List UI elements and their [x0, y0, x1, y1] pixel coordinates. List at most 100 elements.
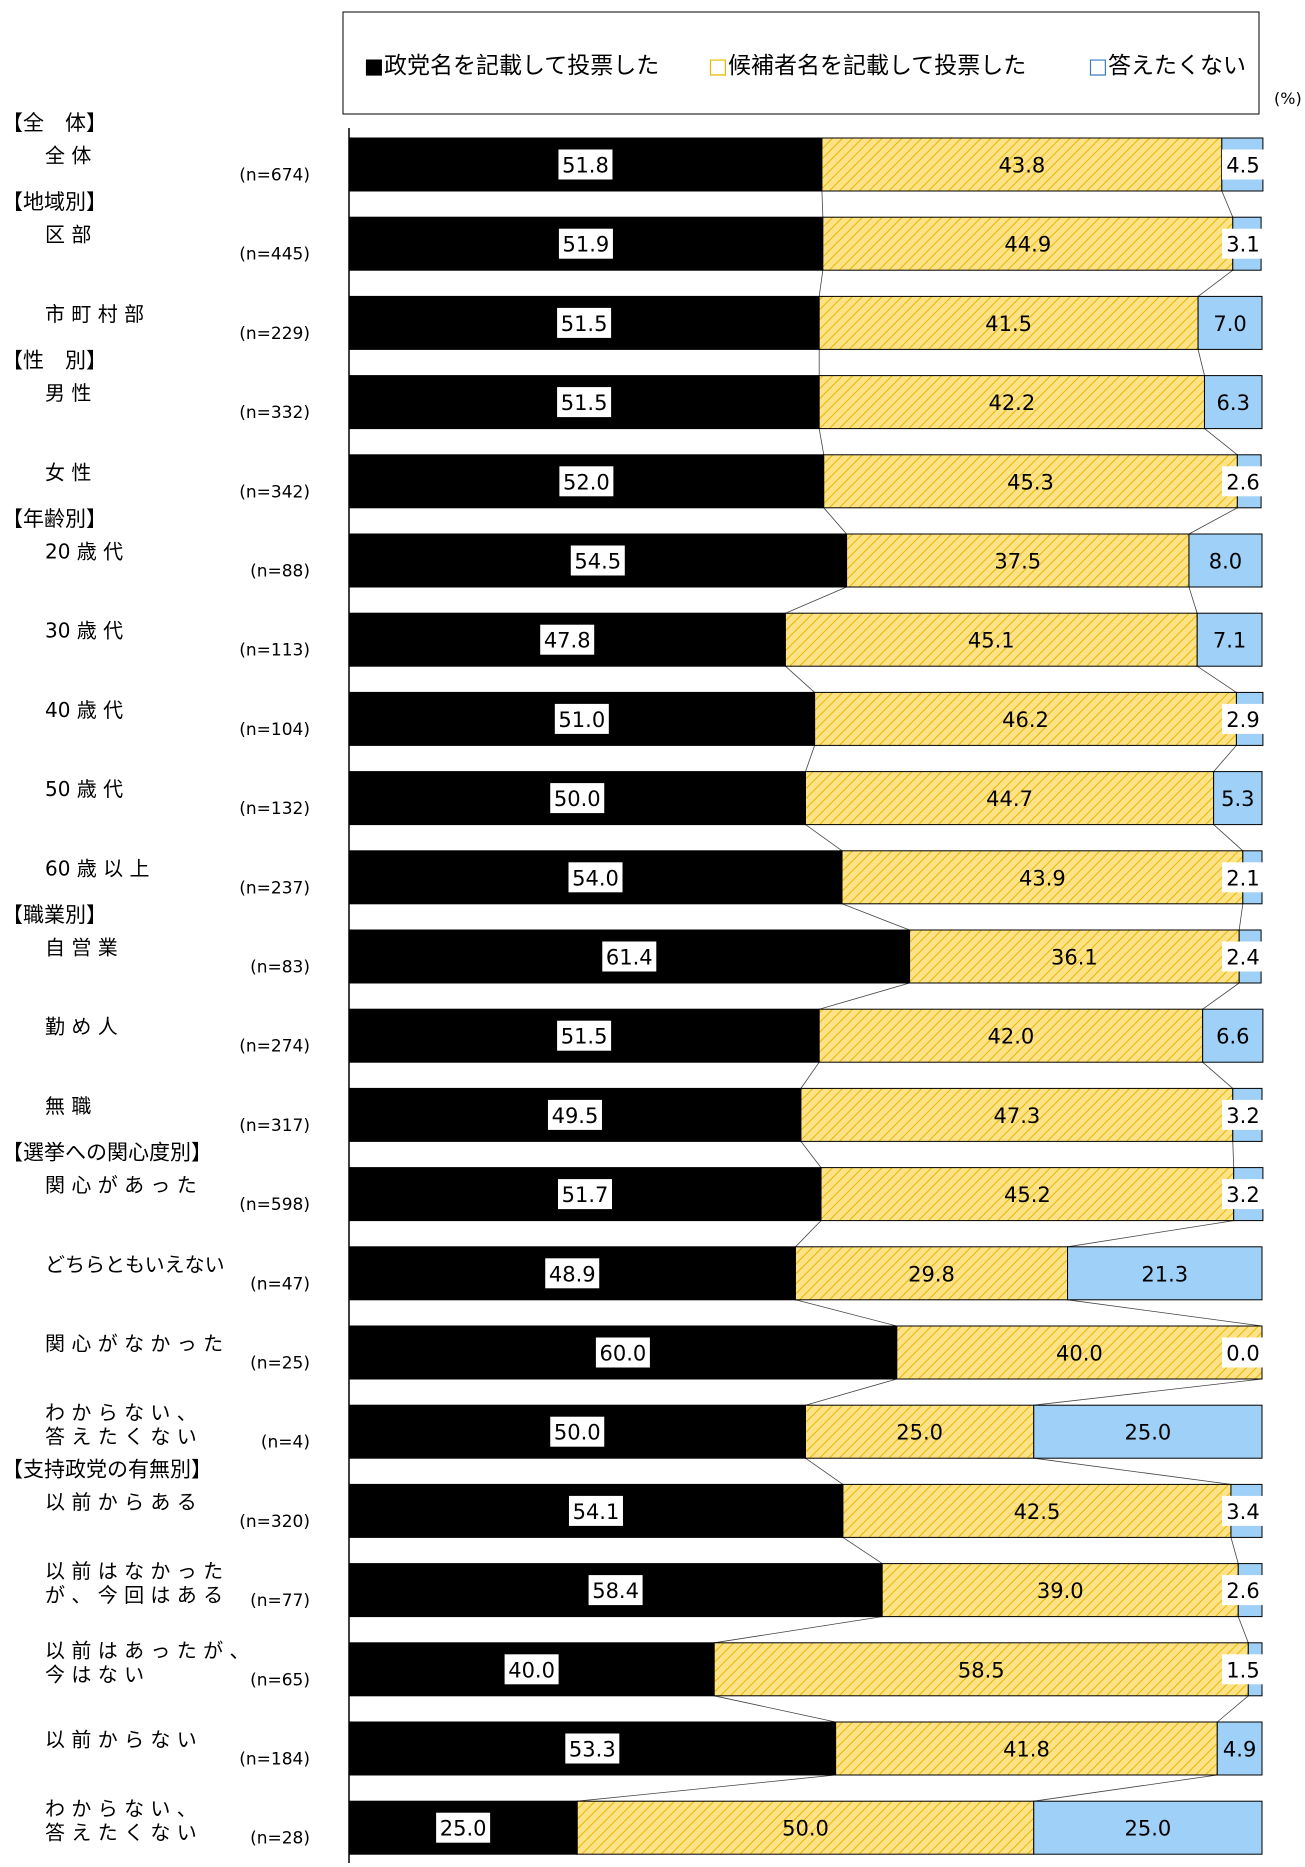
connector-3-0 [818, 428, 825, 455]
legend-label-candidate: 候補者名を記載して投票した [728, 53, 1026, 79]
connector-8-0 [805, 824, 843, 852]
data-label-9-1: 43.9 [1019, 866, 1066, 890]
data-label-box-13-0 [558, 1179, 613, 1210]
row-label-21-line-0: わ か ら な い 、 [45, 1797, 197, 1821]
data-label-11-1: 42.0 [988, 1025, 1035, 1049]
data-label-12-0: 49.5 [552, 1104, 599, 1128]
data-label-6-0: 47.8 [544, 629, 591, 653]
connector-10-0 [819, 982, 910, 1010]
row-label-19-line-0: 以 前 は あ っ た が 、 [45, 1638, 250, 1662]
connector-20-0 [577, 1774, 836, 1802]
data-label-13-1: 45.2 [1004, 1183, 1051, 1207]
data-label-7-0: 51.0 [558, 708, 605, 732]
row-label-12: 無 職 [45, 1094, 91, 1118]
bar-candidate-9 [841, 850, 1244, 905]
data-label-18-1: 39.0 [1037, 1579, 1084, 1603]
row-label-7: 40 歳 代 [45, 698, 123, 722]
row-n-0: (n=674) [239, 166, 310, 186]
connector-13-0 [795, 1220, 822, 1248]
connector-5-0 [785, 586, 847, 614]
connector-15-1 [1033, 1378, 1263, 1406]
data-label-box-0-0 [558, 149, 613, 180]
row-label-14: どちらともいえない [45, 1252, 225, 1276]
bar-candidate-2 [818, 295, 1199, 350]
data-label-3-2: 6.3 [1217, 391, 1250, 415]
row-label-21-line-1: 答 え た く な い [45, 1821, 197, 1845]
bar-candidate-1 [822, 216, 1234, 271]
legend-marker-candidate: □ [708, 54, 728, 78]
row-n-12: (n=317) [239, 1116, 310, 1136]
row-label-6: 30 歳 代 [45, 619, 123, 643]
row-n-9: (n=237) [239, 878, 310, 898]
data-label-15-0: 60.0 [600, 1342, 647, 1366]
data-label-2-0: 51.5 [561, 312, 608, 336]
bar-candidate-0 [821, 137, 1223, 192]
connector-13-1 [1067, 1220, 1234, 1248]
connector-9-1 [1238, 903, 1244, 931]
connector-14-1 [1067, 1299, 1263, 1327]
data-label-3-0: 51.5 [561, 391, 608, 415]
data-label-box-4-0 [559, 466, 614, 497]
bar-noanswer-21 [1033, 1800, 1263, 1855]
data-label-13-0: 51.7 [562, 1183, 609, 1207]
bar-candidate-11 [818, 1008, 1204, 1063]
row-n-21: (n=28) [250, 1829, 310, 1849]
group-heading-1: 【地域別】 [2, 190, 107, 214]
unit-label: (%) [1274, 89, 1302, 108]
row-n-4: (n=342) [239, 482, 310, 502]
data-label-20-2: 4.9 [1223, 1738, 1256, 1762]
row-n-16: (n=4) [261, 1433, 310, 1453]
row-label-18-line-0: 以 前 は な か っ た [45, 1559, 223, 1583]
connector-16-0 [805, 1457, 844, 1485]
data-label-box-9-2 [1222, 862, 1264, 893]
data-label-7-1: 46.2 [1002, 708, 1049, 732]
connector-7-0 [805, 745, 816, 772]
data-label-box-12-2 [1222, 1099, 1264, 1130]
group-heading-10: 【職業別】 [2, 903, 107, 927]
data-label-10-1: 36.1 [1051, 946, 1098, 970]
data-label-box-15-2 [1222, 1337, 1264, 1368]
data-label-box-1-2 [1222, 228, 1264, 259]
data-label-3-1: 42.2 [988, 391, 1035, 415]
data-label-1-1: 44.9 [1004, 233, 1051, 257]
connector-6-0 [785, 665, 815, 693]
data-label-box-2-0 [557, 307, 612, 338]
data-label-2-2: 7.0 [1213, 312, 1246, 336]
data-label-box-7-0 [554, 703, 609, 734]
connector-12-1 [1232, 1141, 1235, 1168]
bar-noanswer-3 [1203, 375, 1263, 430]
row-n-7: (n=104) [239, 720, 310, 740]
data-label-8-2: 5.3 [1221, 787, 1254, 811]
data-label-17-0: 54.1 [573, 1500, 620, 1524]
data-label-9-0: 54.0 [572, 866, 619, 890]
bar-candidate-20 [835, 1721, 1218, 1776]
row-n-6: (n=113) [239, 641, 310, 661]
connector-12-0 [800, 1141, 822, 1168]
bar-noanswer-14 [1067, 1246, 1263, 1301]
row-label-16-line-0: わ か ら な い 、 [45, 1401, 197, 1425]
data-label-19-2: 1.5 [1226, 1658, 1259, 1682]
data-label-14-0: 48.9 [549, 1262, 596, 1286]
bar-noanswer-5 [1188, 533, 1263, 588]
data-label-15-2: 0.0 [1226, 1342, 1259, 1366]
group-heading-3: 【性 別】 [2, 349, 107, 373]
data-label-box-7-2 [1222, 703, 1264, 734]
legend-label-party: 政党名を記載して投票した [384, 53, 659, 79]
data-label-5-1: 37.5 [994, 550, 1041, 574]
row-n-14: (n=47) [250, 1274, 310, 1294]
row-label-3: 男 性 [45, 381, 91, 405]
data-label-17-1: 42.5 [1014, 1500, 1061, 1524]
data-label-17-2: 3.4 [1226, 1500, 1259, 1524]
data-label-10-0: 61.4 [606, 946, 653, 970]
connector-6-1 [1196, 665, 1237, 693]
row-label-15: 関 心 が な か っ た [45, 1332, 223, 1356]
data-label-8-0: 50.0 [554, 787, 601, 811]
data-label-16-1: 25.0 [896, 1421, 943, 1445]
row-n-13: (n=598) [239, 1195, 310, 1215]
data-label-box-1-0 [558, 228, 613, 259]
data-label-21-0: 25.0 [440, 1817, 487, 1841]
data-label-7-2: 2.9 [1226, 708, 1259, 732]
row-n-20: (n=184) [239, 1750, 310, 1770]
data-label-box-15-0 [595, 1337, 650, 1368]
bar-candidate-12 [800, 1087, 1234, 1142]
